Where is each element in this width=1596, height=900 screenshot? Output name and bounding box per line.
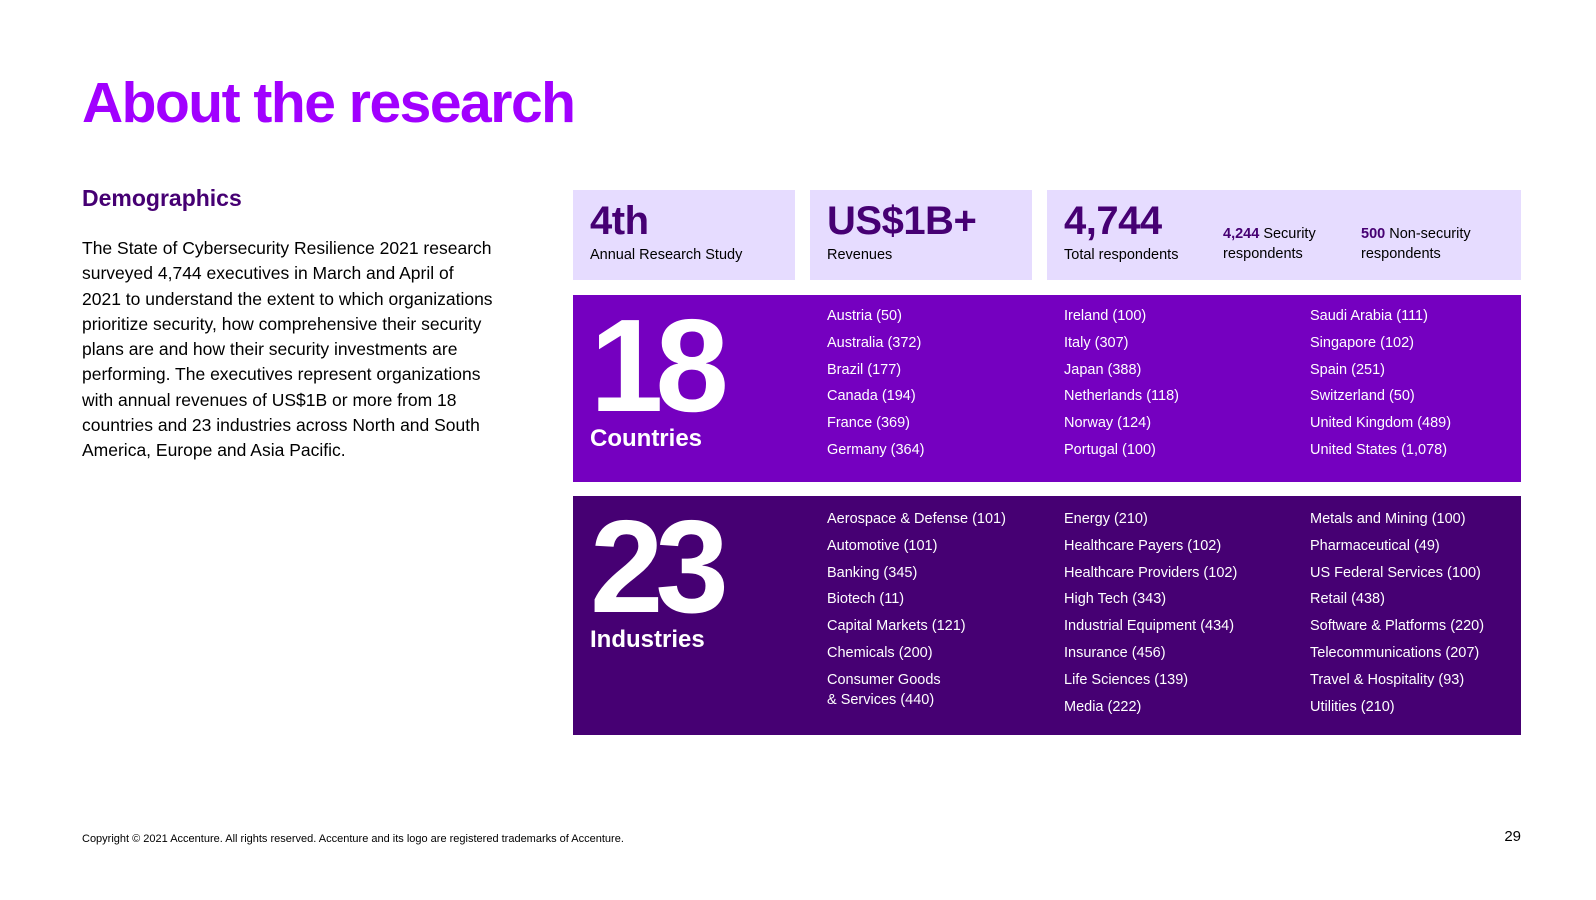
nonsecurity-respondents-value: 500 xyxy=(1361,226,1386,242)
list-item: Metals and Mining (100) xyxy=(1310,511,1466,527)
list-item: Netherlands (118) xyxy=(1064,388,1179,405)
copyright-notice: Copyright © 2021 Accenture. All rights r… xyxy=(82,833,624,845)
list-item: Italy (307) xyxy=(1064,334,1129,351)
list-item: Telecommunications (207) xyxy=(1310,644,1480,661)
list-item: Pharmaceutical (49) xyxy=(1310,537,1440,554)
list-item: France (369) xyxy=(827,415,911,432)
demographics-body: The State of Cybersecurity Resilience 20… xyxy=(82,238,493,461)
list-item: Healthcare Payers (102) xyxy=(1064,537,1222,554)
demographics-heading: Demographics xyxy=(82,185,242,211)
list-item: High Tech (343) xyxy=(1064,591,1167,608)
countries-column-2: Ireland (100) Italy (307) Japan (388) Nethe… xyxy=(1064,303,1179,464)
stat-card-study: 4th Annual Research Study xyxy=(573,190,795,280)
list-item: Media (222) xyxy=(1064,698,1142,715)
page-title: About the research xyxy=(82,71,576,135)
list-item: US Federal Services (100) xyxy=(1310,564,1481,581)
list-item: Travel & Hospitality (93) xyxy=(1310,671,1465,688)
list-item: Japan (388) xyxy=(1064,361,1142,378)
list-item: Canada (194) xyxy=(827,388,916,405)
stat-card-respondents: 4,744 Total respondents 4,244 Security r… xyxy=(1047,190,1521,280)
list-item: Capital Markets (121) xyxy=(827,618,966,635)
list-item: United Kingdom (489) xyxy=(1310,415,1452,432)
page-number: 29 xyxy=(1504,828,1521,845)
stat-study-value: 4th xyxy=(590,199,649,243)
list-item: Austria (50) xyxy=(827,308,902,324)
list-item: Life Sciences (139) xyxy=(1064,671,1189,688)
list-item: Banking (345) xyxy=(827,564,918,581)
industries-column-2: Energy (210) Healthcare Payers (102) Healt… xyxy=(1064,506,1237,720)
countries-count: 18 xyxy=(590,292,729,439)
list-item: Utilities (210) xyxy=(1310,698,1395,715)
list-item: Brazil (177) xyxy=(827,361,902,378)
list-item: Biotech (11) xyxy=(827,591,905,608)
list-item: Chemicals (200) xyxy=(827,644,933,661)
stat-revenues-label: Revenues xyxy=(827,247,893,263)
list-item: United States (1,078) xyxy=(1310,441,1448,458)
stat-respondents-label: Total respondents xyxy=(1064,247,1179,263)
list-item: Australia (372) xyxy=(827,334,922,351)
list-item: Aerospace & Defense (101) xyxy=(827,511,1006,527)
security-respondents-value: 4,244 xyxy=(1223,226,1260,242)
list-item: Spain (251) xyxy=(1310,361,1385,378)
stat-study-label: Annual Research Study xyxy=(590,247,743,263)
nonsecurity-respondents-label: Non-security respondents xyxy=(1361,226,1471,262)
industries-panel: 23 Industries Aerospace & Defense (101) A… xyxy=(573,496,1521,735)
industries-count: 23 xyxy=(590,493,729,640)
industries-column-3: Metals and Mining (100) Pharmaceutical (4… xyxy=(1310,506,1484,720)
list-item: Consumer Goods & Services (440) xyxy=(827,671,941,708)
industries-column-1: Aerospace & Defense (101) Automotive (101… xyxy=(827,506,1006,710)
countries-column-1: Austria (50) Australia (372) Brazil (177) C… xyxy=(827,303,925,464)
list-item: Switzerland (50) xyxy=(1310,388,1415,405)
list-item: Software & Platforms (220) xyxy=(1310,618,1485,635)
stat-card-revenues: US$1B+ Revenues xyxy=(810,190,1032,280)
countries-column-3: Saudi Arabia (111) Singapore (102) Spain (… xyxy=(1310,303,1451,464)
list-item: Portugal (100) xyxy=(1064,441,1156,458)
industries-label: Industries xyxy=(590,626,705,653)
stat-respondents-value: 4,744 xyxy=(1064,199,1162,243)
list-item: Singapore (102) xyxy=(1310,334,1414,351)
list-item: Energy (210) xyxy=(1064,511,1148,527)
security-respondents-label: Security respondents xyxy=(1223,226,1316,262)
list-item: Industrial Equipment (434) xyxy=(1064,618,1235,635)
countries-panel: 18 Countries Austria (50) Australia (372)… xyxy=(573,295,1521,482)
nonsecurity-respondents: 500 Non-security respondents xyxy=(1361,224,1511,264)
list-item: Norway (124) xyxy=(1064,415,1152,432)
list-item: Healthcare Providers (102) xyxy=(1064,564,1238,581)
list-item: Ireland (100) xyxy=(1064,308,1147,324)
list-item: Germany (364) xyxy=(827,441,925,458)
countries-label: Countries xyxy=(590,425,703,452)
stat-revenues-value: US$1B+ xyxy=(827,199,977,243)
list-item: Saudi Arabia (111) xyxy=(1310,308,1428,324)
list-item: Automotive (101) xyxy=(827,537,938,554)
list-item: Retail (438) xyxy=(1310,591,1385,608)
security-respondents: 4,244 Security respondents xyxy=(1223,224,1351,264)
list-item: Insurance (456) xyxy=(1064,644,1166,661)
